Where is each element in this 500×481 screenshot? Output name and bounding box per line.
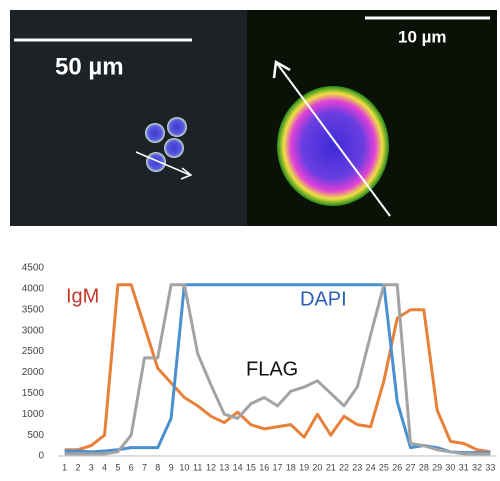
- arrow: [275, 61, 391, 217]
- x-tick-label: 9: [169, 462, 174, 472]
- x-tick-label: 23: [352, 462, 362, 472]
- x-tick-label: 8: [155, 462, 160, 472]
- x-tick-label: 6: [129, 462, 134, 472]
- series-line: [64, 283, 491, 454]
- scale-label: 10 µm: [398, 27, 447, 46]
- x-tick-label: 33: [485, 462, 495, 472]
- y-tick-label: 0: [38, 451, 44, 462]
- scale-label: 50 µm: [55, 53, 124, 80]
- y-tick-label: 3000: [22, 325, 45, 336]
- x-tick-label: 16: [259, 462, 269, 472]
- x-tick-label: 18: [286, 462, 296, 472]
- arrow: [135, 151, 191, 176]
- x-tick-label: 10: [179, 462, 189, 472]
- x-tick-label: 29: [432, 462, 442, 472]
- x-tick-label: 4: [102, 462, 107, 472]
- x-tick-label: 3: [89, 462, 94, 472]
- arrow-head: [272, 59, 291, 79]
- x-tick-label: 11: [193, 462, 202, 472]
- x-tick-label: 22: [339, 462, 349, 472]
- micrograph-left: [10, 10, 247, 226]
- x-tick-label: 26: [392, 462, 402, 472]
- y-tick-label: 3500: [22, 304, 45, 315]
- x-tick-label: 2: [75, 462, 80, 472]
- x-tick-label: 24: [366, 462, 376, 472]
- series-label: DAPI: [300, 288, 347, 310]
- y-tick-label: 500: [27, 430, 44, 441]
- x-tick-label: 21: [326, 462, 336, 472]
- y-tick-label: 4500: [22, 263, 45, 274]
- arrow-head: [180, 167, 193, 180]
- y-tick-label: 2500: [22, 346, 45, 357]
- y-tick-label: 2000: [22, 367, 45, 378]
- x-tick-label: 30: [445, 462, 455, 472]
- x-tick-label: 1: [62, 462, 67, 472]
- series-line: [64, 283, 491, 456]
- series-label: FLAG: [246, 358, 298, 380]
- x-tick-label: 25: [379, 462, 389, 472]
- series-label: IgM: [66, 285, 99, 307]
- x-tick-label: 7: [142, 462, 147, 472]
- y-tick-label: 1000: [22, 409, 45, 420]
- cell: [277, 86, 389, 206]
- x-tick-label: 17: [272, 462, 282, 472]
- x-tick-label: 28: [419, 462, 429, 472]
- x-tick-label: 31: [459, 462, 469, 472]
- x-tick-label: 15: [246, 462, 256, 472]
- y-tick-label: 4000: [22, 284, 45, 295]
- x-tick-label: 5: [115, 462, 120, 472]
- x-tick-label: 32: [472, 462, 482, 472]
- cells: [145, 117, 187, 172]
- x-tick-label: 27: [406, 462, 416, 472]
- x-tick-label: 13: [219, 462, 229, 472]
- x-tick-label: 14: [233, 462, 243, 472]
- x-tick-label: 12: [206, 462, 216, 472]
- x-tick-label: 20: [312, 462, 322, 472]
- y-tick-label: 1500: [22, 388, 45, 399]
- x-tick-label: 19: [299, 462, 309, 472]
